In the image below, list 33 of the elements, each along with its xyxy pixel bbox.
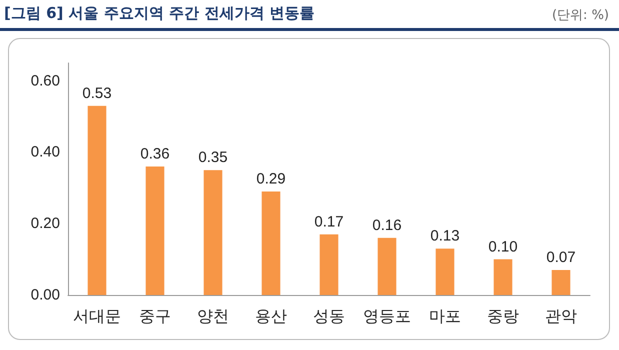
data-label: 0.29 [256,170,286,188]
bar [88,106,106,295]
text: (단위: %) [552,7,609,24]
bar [320,234,338,295]
y-tick-label: 0.60 [30,72,60,90]
data-label: 0.36 [140,146,170,163]
data-label: 0.53 [82,84,112,102]
data-label: 0.17 [314,213,344,230]
data-label: 0.07 [546,249,576,266]
x-tick-label: 중랑 [487,308,519,326]
data-label: 0.16 [372,216,402,234]
bar [436,248,454,295]
bar [146,166,164,295]
data-label: 0.13 [430,228,460,245]
x-tick-label: 중구 [139,308,171,326]
data-label: 0.10 [488,238,518,256]
x-tick-label: 마포 [429,308,461,326]
x-tick-label: 용산 [255,308,287,326]
chart-title: [그림 6] 서울 주요지역 주간 전세가격 변동률 [4,4,314,23]
x-tick-label: 관악 [545,308,577,326]
bar [262,191,280,295]
bar [378,238,396,295]
y-tick-label: 0.40 [30,144,60,161]
y-tick-label: 0.20 [30,215,60,232]
data-label: 0.35 [198,149,228,166]
x-tick-label: 서대문 [73,308,121,326]
bar [204,170,222,295]
x-tick-label: 영등포 [363,308,411,326]
bar [494,259,512,295]
x-tick-label: 양천 [197,308,229,326]
x-tick-label: 성동 [313,308,345,326]
bar [552,270,570,295]
y-tick-label: 0.00 [30,286,60,304]
